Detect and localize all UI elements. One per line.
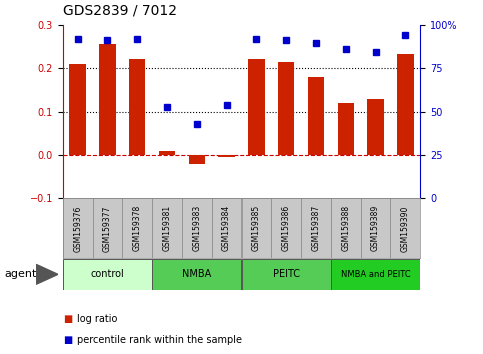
- Text: ■: ■: [63, 335, 72, 345]
- Bar: [278, 62, 294, 155]
- Bar: [70, 64, 86, 155]
- Bar: [361, 198, 390, 258]
- Text: PEITC: PEITC: [273, 269, 299, 279]
- Text: GSM159381: GSM159381: [163, 205, 171, 251]
- Bar: [99, 44, 115, 155]
- Bar: [368, 98, 384, 155]
- Bar: [271, 198, 301, 258]
- Bar: [63, 259, 152, 290]
- Text: GSM159387: GSM159387: [312, 205, 320, 251]
- Text: percentile rank within the sample: percentile rank within the sample: [77, 335, 242, 345]
- Text: GSM159377: GSM159377: [103, 205, 112, 252]
- Text: GSM159389: GSM159389: [371, 205, 380, 251]
- Text: GSM159390: GSM159390: [401, 205, 410, 252]
- Bar: [331, 259, 420, 290]
- Bar: [338, 103, 354, 155]
- Bar: [93, 198, 122, 258]
- Bar: [248, 59, 265, 155]
- Bar: [152, 198, 182, 258]
- Bar: [129, 59, 145, 155]
- Bar: [242, 198, 271, 258]
- Bar: [218, 155, 235, 157]
- Bar: [212, 198, 242, 258]
- Text: control: control: [91, 269, 124, 279]
- Bar: [390, 198, 420, 258]
- Text: NMBA and PEITC: NMBA and PEITC: [341, 270, 411, 279]
- Text: GSM159385: GSM159385: [252, 205, 261, 251]
- Bar: [308, 77, 324, 155]
- Bar: [301, 198, 331, 258]
- Bar: [159, 150, 175, 155]
- Text: GSM159384: GSM159384: [222, 205, 231, 251]
- Text: ■: ■: [63, 314, 72, 324]
- Bar: [331, 198, 361, 258]
- Text: GSM159388: GSM159388: [341, 205, 350, 251]
- Text: agent: agent: [5, 269, 37, 279]
- Text: GSM159383: GSM159383: [192, 205, 201, 251]
- Text: GDS2839 / 7012: GDS2839 / 7012: [63, 4, 177, 18]
- Bar: [189, 155, 205, 164]
- Text: GSM159376: GSM159376: [73, 205, 82, 252]
- Bar: [182, 198, 212, 258]
- Bar: [242, 259, 331, 290]
- Polygon shape: [36, 264, 58, 284]
- Text: GSM159378: GSM159378: [133, 205, 142, 251]
- Text: NMBA: NMBA: [182, 269, 212, 279]
- Text: log ratio: log ratio: [77, 314, 118, 324]
- Bar: [122, 198, 152, 258]
- Bar: [63, 198, 93, 258]
- Bar: [152, 259, 242, 290]
- Text: GSM159386: GSM159386: [282, 205, 291, 251]
- Bar: [397, 54, 413, 155]
